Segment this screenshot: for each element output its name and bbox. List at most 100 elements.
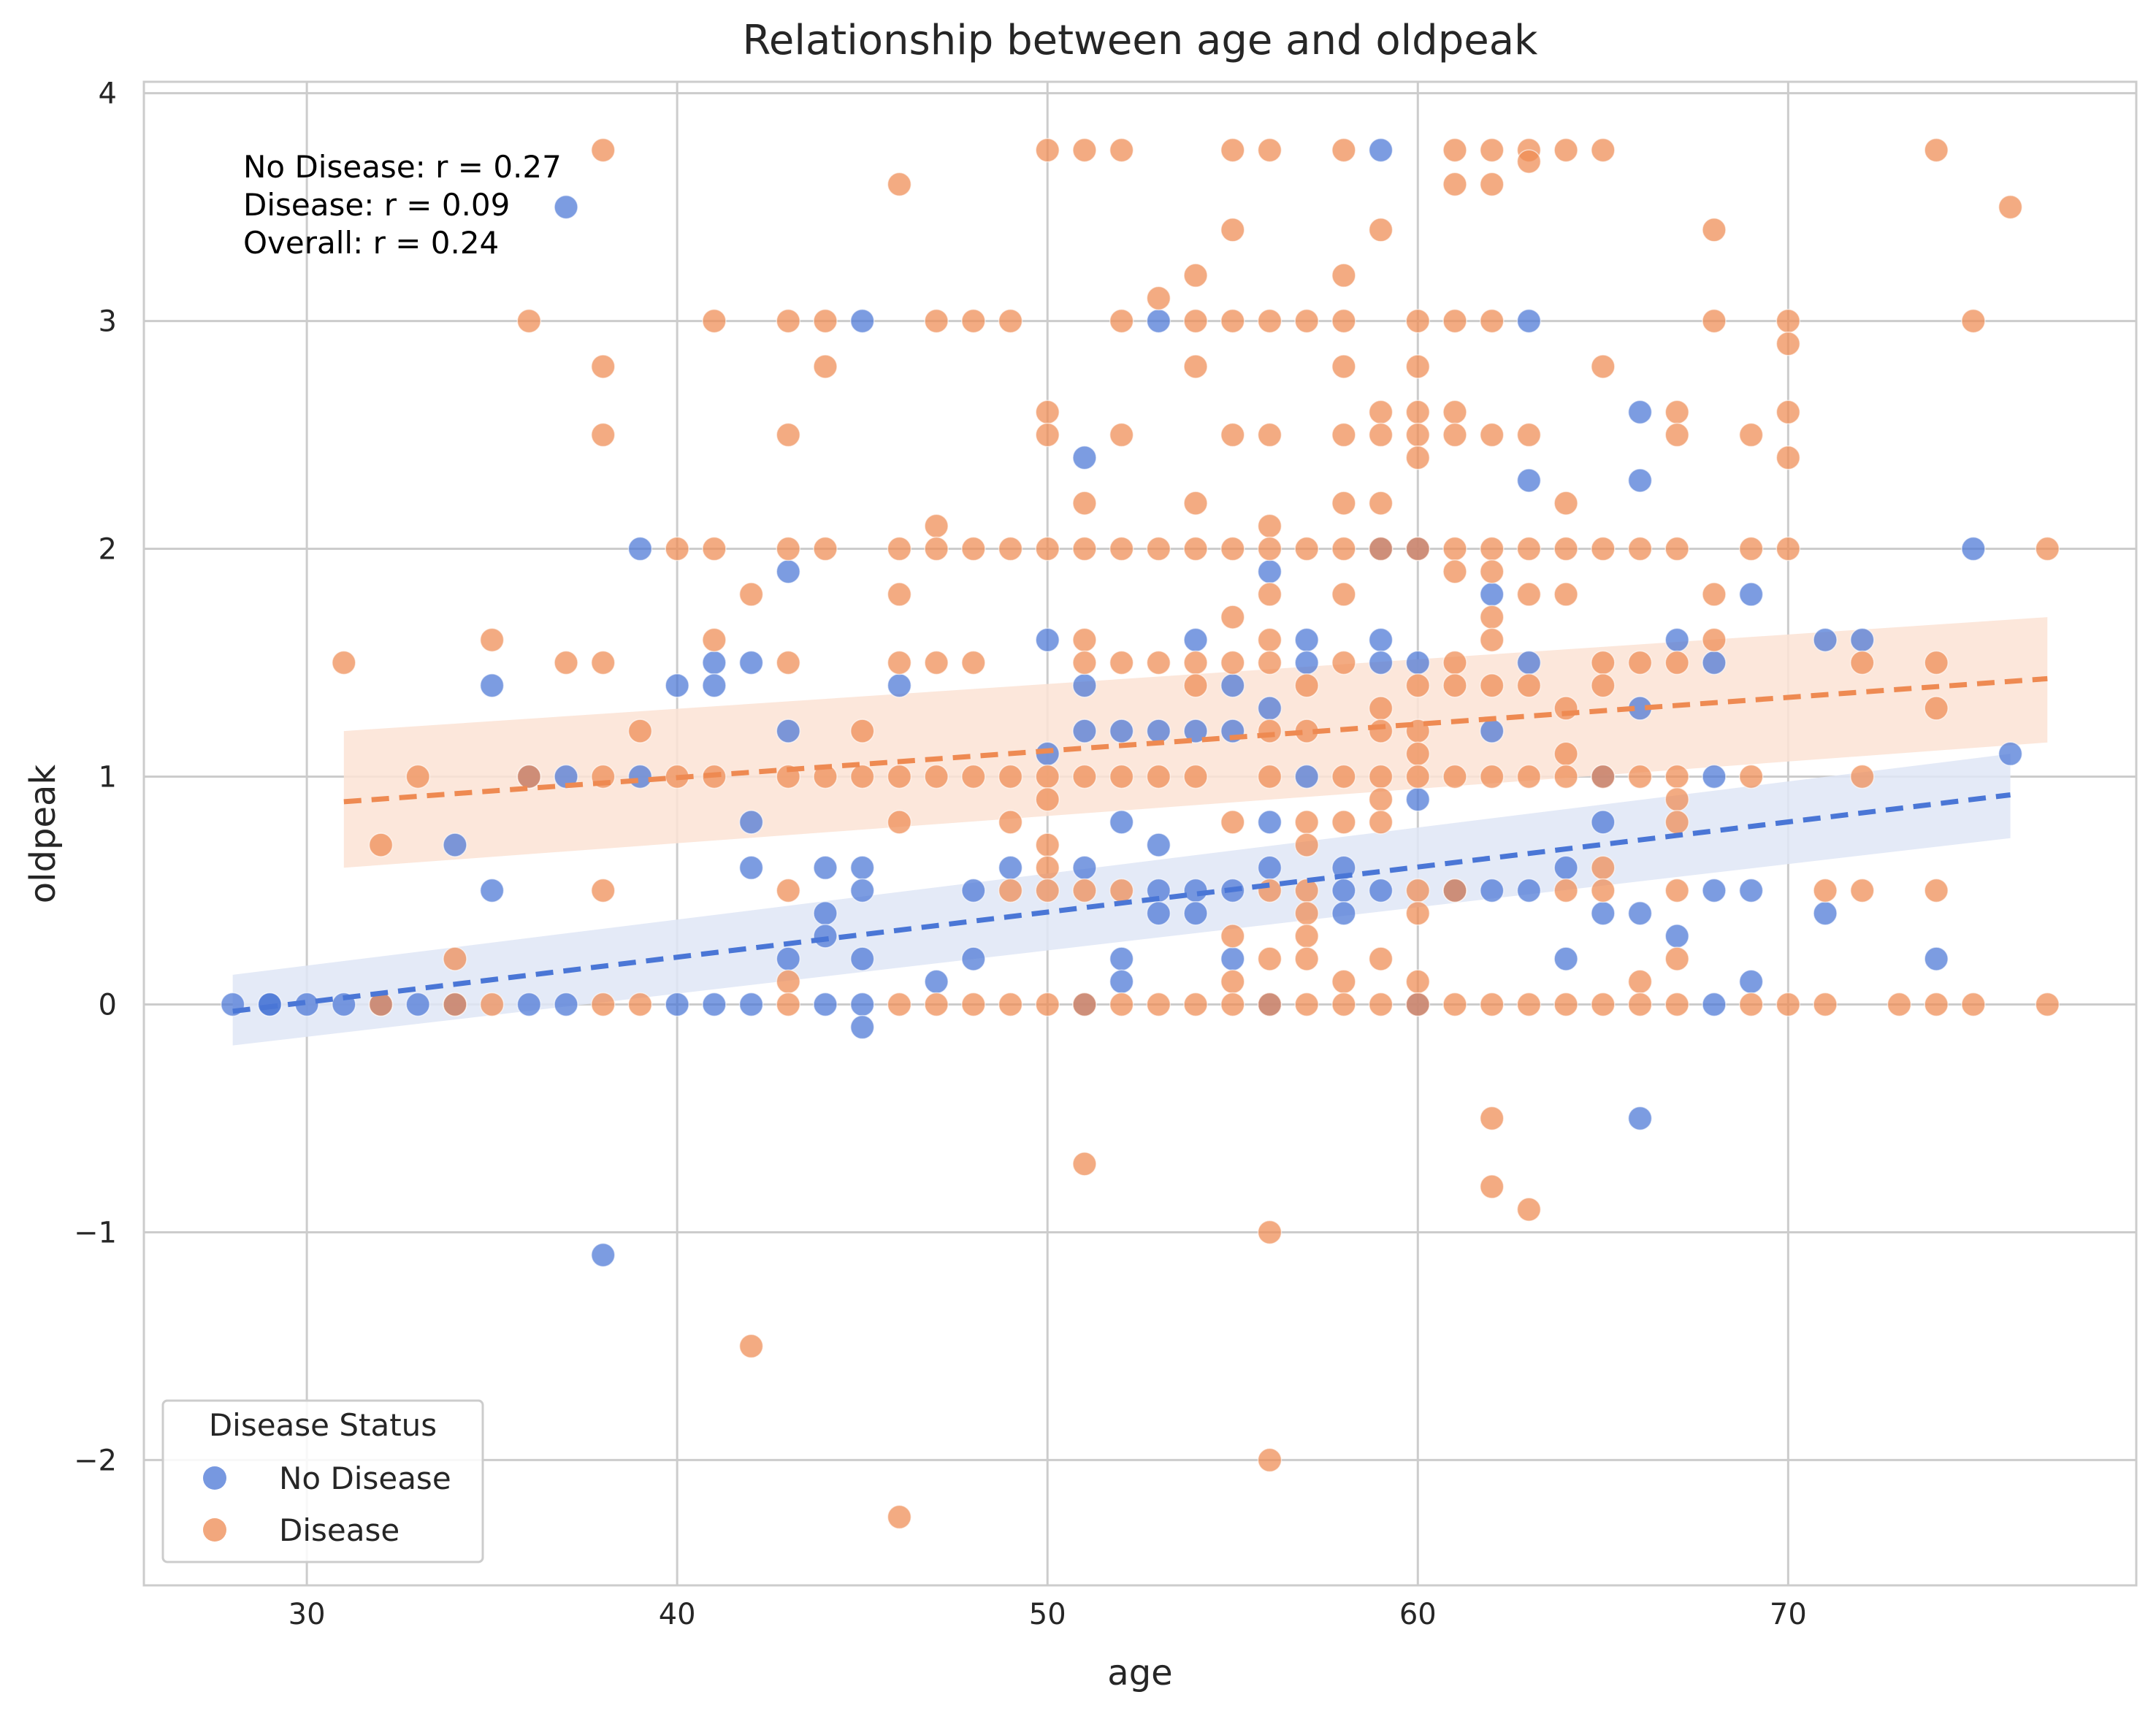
data-point — [776, 719, 801, 743]
data-point — [1331, 137, 1356, 163]
data-point — [1405, 900, 1431, 926]
data-point — [1775, 399, 1801, 425]
data-point — [702, 650, 727, 675]
data-point — [887, 1504, 912, 1530]
data-point — [1220, 969, 1245, 995]
data-point — [776, 422, 801, 448]
data-point — [998, 308, 1023, 334]
data-point — [849, 719, 875, 743]
data-point — [1331, 422, 1356, 448]
data-point — [1294, 673, 1319, 698]
data-point — [1183, 354, 1208, 379]
data-point — [1479, 559, 1505, 584]
data-point — [1109, 946, 1134, 971]
data-point — [1627, 650, 1653, 675]
data-point — [1146, 992, 1171, 1017]
data-point — [1368, 650, 1394, 675]
y-tick-label: 2 — [99, 533, 117, 567]
data-point — [1220, 218, 1245, 242]
data-point — [1775, 992, 1801, 1017]
data-point — [627, 536, 653, 562]
x-tick-label: 60 — [1399, 1598, 1437, 1631]
data-point — [479, 673, 505, 698]
data-point — [1331, 308, 1356, 334]
data-point — [1183, 673, 1208, 698]
data-point — [1442, 559, 1467, 584]
data-point — [627, 719, 653, 743]
data-point — [702, 673, 727, 698]
data-point — [1738, 582, 1764, 607]
legend: Disease Status No Disease Disease — [161, 1399, 484, 1563]
data-point — [1516, 422, 1542, 448]
data-point — [1479, 1174, 1505, 1199]
y-tick-label: −2 — [74, 1444, 117, 1477]
data-point — [924, 650, 949, 675]
data-point — [1257, 719, 1282, 743]
data-point — [1664, 810, 1689, 835]
data-point — [1479, 1106, 1505, 1131]
data-point — [1553, 946, 1578, 971]
data-point — [849, 1014, 875, 1040]
data-point — [1294, 810, 1319, 835]
data-point — [1035, 399, 1060, 425]
data-point — [1331, 491, 1356, 516]
data-point — [1553, 878, 1578, 903]
data-point — [1627, 969, 1653, 995]
data-point — [1442, 536, 1467, 562]
data-point — [1516, 149, 1542, 174]
data-point — [1146, 650, 1171, 675]
data-point — [1072, 673, 1097, 698]
data-point — [961, 308, 986, 334]
data-point — [1072, 627, 1097, 653]
data-point — [1294, 832, 1319, 857]
data-point — [1405, 786, 1431, 812]
data-point — [1738, 992, 1764, 1017]
regression-line — [232, 792, 2011, 1014]
data-point — [1664, 650, 1689, 675]
data-point — [1702, 878, 1727, 903]
y-axis-ticks: −2 −1 0 1 2 3 4 — [74, 77, 117, 1478]
data-point — [1664, 878, 1689, 903]
data-point — [1072, 137, 1097, 163]
data-point — [1072, 878, 1097, 903]
data-point — [1924, 696, 1949, 721]
data-point — [702, 536, 727, 562]
data-point — [1072, 445, 1097, 470]
data-point — [1442, 399, 1467, 425]
data-point — [1368, 719, 1394, 743]
data-point — [1220, 650, 1245, 675]
data-point — [924, 992, 949, 1017]
data-point — [849, 308, 875, 334]
data-point — [1516, 764, 1542, 789]
data-point — [1331, 878, 1356, 903]
data-point — [1664, 764, 1689, 789]
data-point — [1146, 832, 1171, 857]
data-point — [776, 559, 801, 584]
data-point — [1368, 764, 1394, 789]
data-point — [1368, 399, 1394, 425]
data-point — [1220, 810, 1245, 835]
x-tick-label: 70 — [1770, 1598, 1807, 1631]
data-point — [1146, 286, 1171, 311]
data-point — [1146, 719, 1171, 743]
data-point — [1220, 536, 1245, 562]
data-point — [1442, 422, 1467, 448]
data-point — [1405, 741, 1431, 767]
data-point — [1035, 536, 1060, 562]
data-point — [998, 764, 1023, 789]
data-point — [1775, 445, 1801, 470]
data-point — [1553, 696, 1578, 721]
data-point — [1257, 422, 1282, 448]
data-point — [887, 582, 912, 607]
data-point — [1109, 650, 1134, 675]
data-point — [702, 627, 727, 653]
data-point — [1220, 992, 1245, 1017]
data-point — [1591, 137, 1616, 163]
data-point — [1072, 536, 1097, 562]
data-point — [1257, 536, 1282, 562]
data-point — [1368, 992, 1394, 1017]
data-point — [1257, 810, 1282, 835]
data-point — [1702, 218, 1727, 242]
data-point — [1405, 354, 1431, 379]
y-tick-label: 3 — [99, 305, 117, 339]
